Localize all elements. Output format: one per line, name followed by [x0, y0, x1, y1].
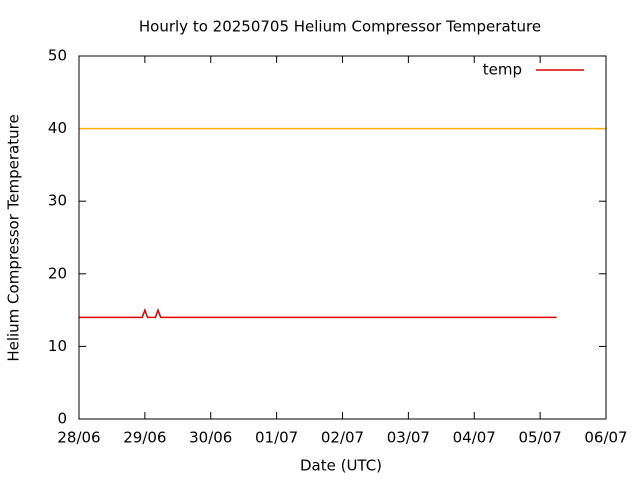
- x-tick-label: 03/07: [387, 429, 430, 447]
- data-line: [79, 307, 557, 319]
- x-tick-label: 28/06: [57, 429, 100, 447]
- x-tick-label: 05/07: [519, 429, 562, 447]
- legend-label: temp: [483, 61, 522, 79]
- y-tick-label: 0: [57, 410, 67, 428]
- y-axis-label: Helium Compressor Temperature: [5, 114, 23, 361]
- x-tick-label: 29/06: [123, 429, 166, 447]
- plot-border: [78, 55, 607, 420]
- y-tick-label: 30: [48, 192, 67, 210]
- x-tick-label: 04/07: [453, 429, 496, 447]
- y-tick-label: 10: [48, 337, 67, 355]
- x-tick-label: 01/07: [255, 429, 298, 447]
- y-tick-label: 20: [48, 264, 67, 282]
- x-tick-label: 30/06: [189, 429, 232, 447]
- y-tick-label: 50: [48, 47, 67, 65]
- x-tick-label: 06/07: [584, 429, 627, 447]
- y-tick-label: 40: [48, 119, 67, 137]
- chart-title: Hourly to 20250705 Helium Compressor Tem…: [139, 18, 541, 36]
- x-tick-label: 02/07: [321, 429, 364, 447]
- x-axis-label: Date (UTC): [300, 457, 382, 475]
